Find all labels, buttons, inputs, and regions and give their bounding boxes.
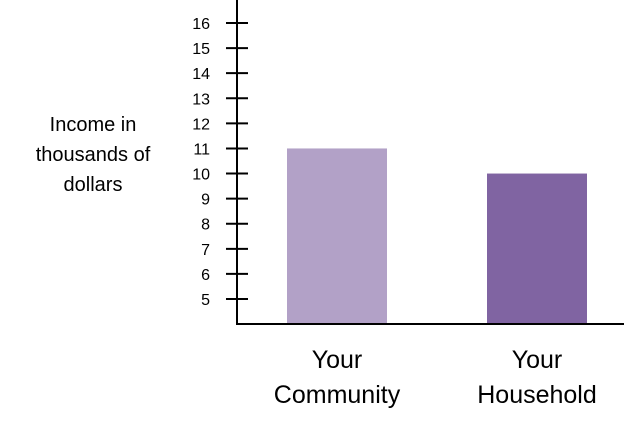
y-tick-label: 15 bbox=[192, 41, 210, 58]
bars-group bbox=[287, 148, 587, 324]
axes-group bbox=[236, 0, 624, 325]
y-axis-label-line: Income in bbox=[50, 114, 137, 136]
x-category-label: Household bbox=[477, 381, 597, 409]
bar-your-community bbox=[287, 148, 387, 324]
y-tick-label: 13 bbox=[192, 91, 210, 108]
y-tick-label: 8 bbox=[201, 217, 210, 234]
x-categories-group: Your Community Your Household bbox=[274, 346, 597, 409]
y-tick-label: 11 bbox=[193, 141, 210, 158]
y-axis-label-line: thousands of bbox=[36, 144, 151, 166]
y-axis-label-line: dollars bbox=[64, 174, 123, 196]
x-category-label: Your bbox=[312, 346, 363, 374]
y-tick-label: 6 bbox=[201, 267, 210, 284]
x-category-label: Your bbox=[512, 346, 563, 374]
y-tick-label: 7 bbox=[201, 242, 210, 259]
y-tick-label: 12 bbox=[192, 116, 210, 133]
x-category-label: Community bbox=[274, 381, 401, 409]
y-tick-label: 10 bbox=[192, 167, 210, 184]
y-tick-label: 14 bbox=[192, 66, 210, 83]
y-tick-label: 9 bbox=[201, 192, 210, 209]
bar-your-household bbox=[487, 173, 587, 324]
y-ticks-group: 5 6 7 8 9 10 11 12 13 14 15 16 bbox=[192, 16, 248, 309]
y-tick-label: 16 bbox=[192, 16, 210, 33]
y-tick-label: 5 bbox=[201, 292, 210, 309]
y-axis-label: Income in thousands of dollars bbox=[36, 114, 151, 196]
